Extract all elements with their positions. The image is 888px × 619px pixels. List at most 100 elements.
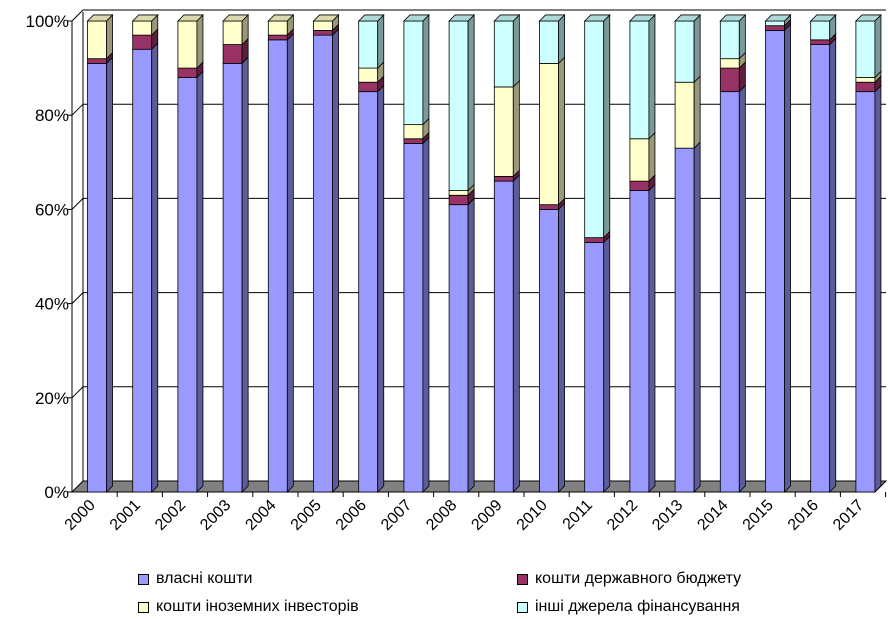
bar-segment — [404, 137, 429, 492]
bar-front — [675, 21, 694, 82]
bar-front — [133, 21, 152, 35]
bar-segment — [585, 236, 610, 492]
bar-side — [423, 15, 429, 125]
x-tick-label: 2004 — [242, 497, 279, 534]
bar-segment — [359, 15, 384, 68]
bar-front — [314, 35, 333, 492]
bar-front — [630, 139, 649, 181]
bar-side — [649, 15, 655, 139]
bar-side — [242, 57, 248, 492]
bar-front — [449, 191, 468, 196]
bar-front — [856, 82, 875, 91]
bar-front — [766, 26, 785, 31]
bar-front — [540, 63, 559, 204]
bar-front — [223, 21, 242, 45]
bar-side — [197, 15, 203, 68]
bar-side — [604, 236, 610, 492]
bar-front — [359, 68, 378, 82]
bar-side — [378, 15, 384, 68]
bar-segment — [856, 15, 881, 78]
y-tick-labels: 0%20%40%60%80%100% — [26, 12, 69, 502]
bar-front — [630, 21, 649, 139]
bar-front — [766, 30, 785, 492]
x-tick-label: 2003 — [197, 497, 234, 534]
bar-segment — [540, 15, 565, 63]
bar-front — [449, 205, 468, 492]
bar-side — [559, 15, 565, 63]
bar-segment — [630, 15, 655, 139]
bar-front — [223, 63, 242, 492]
bar-side — [785, 24, 791, 492]
bar-side — [559, 203, 565, 492]
bar-front — [404, 21, 423, 125]
bar-side — [694, 76, 700, 148]
x-tick-label: 2010 — [514, 497, 551, 534]
bar-front — [811, 40, 830, 45]
bar-front — [404, 143, 423, 492]
bar-front — [856, 78, 875, 83]
bar-segment — [88, 15, 113, 59]
bar-front — [494, 176, 513, 181]
bar-front — [449, 21, 468, 191]
y-tick-label: 0% — [44, 483, 69, 502]
bar-front — [630, 191, 649, 492]
bar-front — [856, 92, 875, 492]
bar-segment — [449, 199, 474, 492]
x-tick-label: 2001 — [107, 497, 144, 534]
bar-front — [856, 21, 875, 78]
y-tick-label: 20% — [35, 389, 69, 408]
bar-front — [630, 181, 649, 190]
bar-side — [152, 43, 158, 492]
bar-front — [720, 68, 739, 92]
x-tick-labels: 2000 2001 2002 2003 2004 2005 2006 2007 2008 2009… — [62, 497, 868, 534]
bar-segment — [585, 15, 610, 238]
bar-side — [333, 29, 339, 492]
bar-front — [494, 181, 513, 492]
bar-segment — [675, 142, 700, 492]
bar-side — [468, 15, 474, 191]
x-tick-label: 2011 — [560, 497, 596, 533]
bar-segment — [314, 29, 339, 492]
bar-side — [378, 86, 384, 492]
bar-side — [468, 199, 474, 492]
y-tick-label: 40% — [35, 295, 69, 314]
bar-side — [649, 133, 655, 181]
bar-segment — [178, 71, 203, 492]
bar-segment — [630, 185, 655, 492]
x-tick-label: 2015 — [740, 497, 777, 534]
bar-segment — [494, 15, 519, 87]
bar-side — [694, 15, 700, 82]
bar-segment — [223, 57, 248, 492]
bar-front — [133, 35, 152, 49]
x-tick-label: 2013 — [649, 497, 686, 534]
bar-segment — [88, 57, 113, 492]
x-tick-label: 2017 — [830, 497, 867, 534]
bar-segment — [268, 34, 293, 492]
bar-front — [359, 21, 378, 68]
bar-segment — [494, 175, 519, 492]
bar-front — [268, 21, 287, 35]
bar-side — [107, 15, 113, 59]
x-tick-label: 2016 — [785, 497, 822, 534]
x-tick-label: 2007 — [378, 497, 415, 534]
bar-front — [811, 21, 830, 40]
bar-front — [811, 45, 830, 492]
bars — [88, 15, 881, 492]
bar-front — [540, 209, 559, 492]
bar-side — [694, 142, 700, 492]
bar-side — [604, 15, 610, 238]
bar-segment — [540, 203, 565, 492]
bar-segment — [178, 15, 203, 68]
bar-segment — [766, 24, 791, 492]
bar-side — [649, 185, 655, 492]
bar-front — [540, 205, 559, 210]
bar-segment — [404, 15, 429, 125]
bar-front — [675, 148, 694, 492]
bar-segment — [449, 15, 474, 191]
bar-front — [585, 238, 604, 243]
bar-side — [830, 39, 836, 493]
bar-front — [675, 82, 694, 148]
bar-side — [875, 86, 881, 492]
bar-side — [197, 71, 203, 492]
